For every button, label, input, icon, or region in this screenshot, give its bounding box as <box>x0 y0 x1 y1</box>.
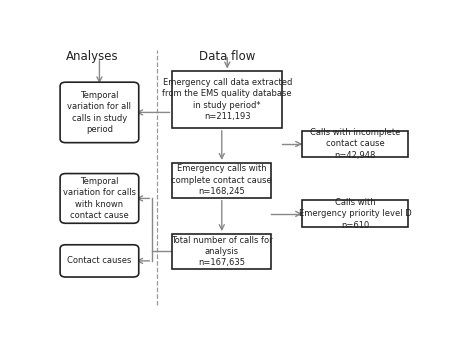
FancyBboxPatch shape <box>60 173 139 223</box>
Text: Emergency call data extracted
from the EMS quality database
in study period*
n=2: Emergency call data extracted from the E… <box>162 78 292 121</box>
FancyBboxPatch shape <box>60 245 139 277</box>
Text: Temporal
variation for all
calls in study
period: Temporal variation for all calls in stud… <box>67 91 131 134</box>
Text: Total number of calls for
analysis
n=167,635: Total number of calls for analysis n=167… <box>171 236 273 267</box>
FancyBboxPatch shape <box>60 82 139 143</box>
FancyBboxPatch shape <box>172 234 271 269</box>
FancyBboxPatch shape <box>172 163 271 198</box>
FancyBboxPatch shape <box>172 72 282 128</box>
Text: Calls with
Emergency priority level D
n=610: Calls with Emergency priority level D n=… <box>299 198 412 230</box>
Text: Temporal
variation for calls
with known
contact cause: Temporal variation for calls with known … <box>63 177 136 220</box>
Text: Contact causes: Contact causes <box>67 257 132 265</box>
Text: Data flow: Data flow <box>199 50 255 63</box>
Text: Analyses: Analyses <box>66 50 118 63</box>
Text: Calls with incomplete
contact cause
n=42,948: Calls with incomplete contact cause n=42… <box>310 128 400 160</box>
FancyBboxPatch shape <box>302 131 408 157</box>
Text: Emergency calls with
complete contact cause
n=168,245: Emergency calls with complete contact ca… <box>171 164 272 196</box>
FancyBboxPatch shape <box>302 200 408 227</box>
